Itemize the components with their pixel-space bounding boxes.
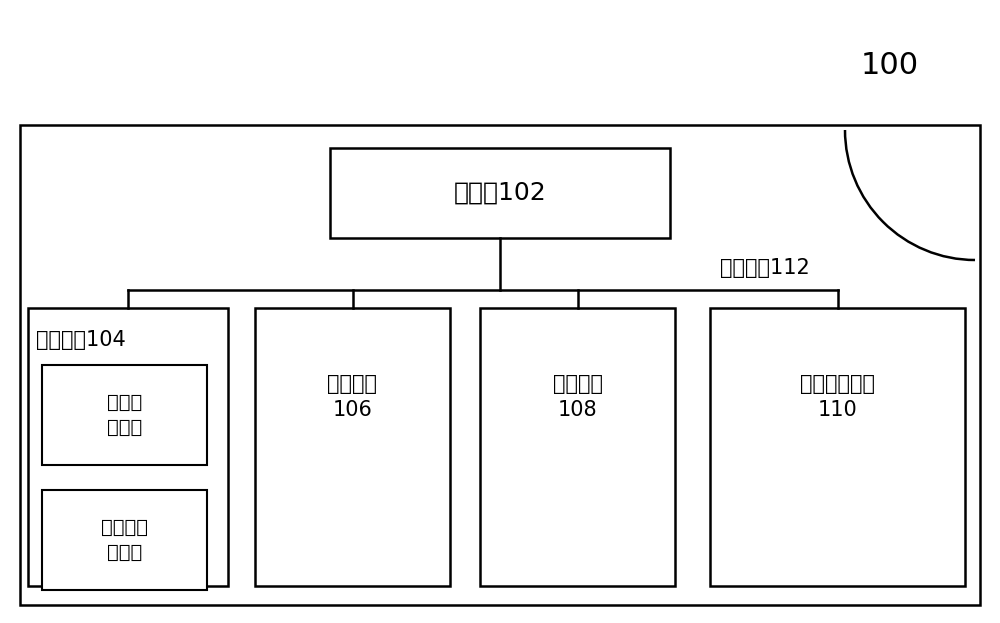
Text: 非易失性
存储器: 非易失性 存储器: [101, 518, 148, 562]
Bar: [255, 308, 450, 586]
Bar: [330, 148, 670, 238]
Text: 输出装置
108: 输出装置 108: [552, 374, 602, 420]
Text: 易失性
存储器: 易失性 存储器: [107, 393, 142, 437]
Bar: [42, 365, 207, 465]
Text: 总线系统112: 总线系统112: [720, 258, 810, 278]
Bar: [710, 308, 965, 586]
Text: 图像采集装置
110: 图像采集装置 110: [800, 374, 875, 420]
Bar: [480, 308, 675, 586]
Text: 100: 100: [861, 50, 919, 80]
Text: 输入装置
106: 输入装置 106: [328, 374, 378, 420]
Text: 处理器102: 处理器102: [454, 181, 546, 205]
Bar: [42, 490, 207, 590]
Text: 存储装置104: 存储装置104: [36, 330, 126, 350]
Bar: [20, 125, 980, 605]
Bar: [28, 308, 228, 586]
